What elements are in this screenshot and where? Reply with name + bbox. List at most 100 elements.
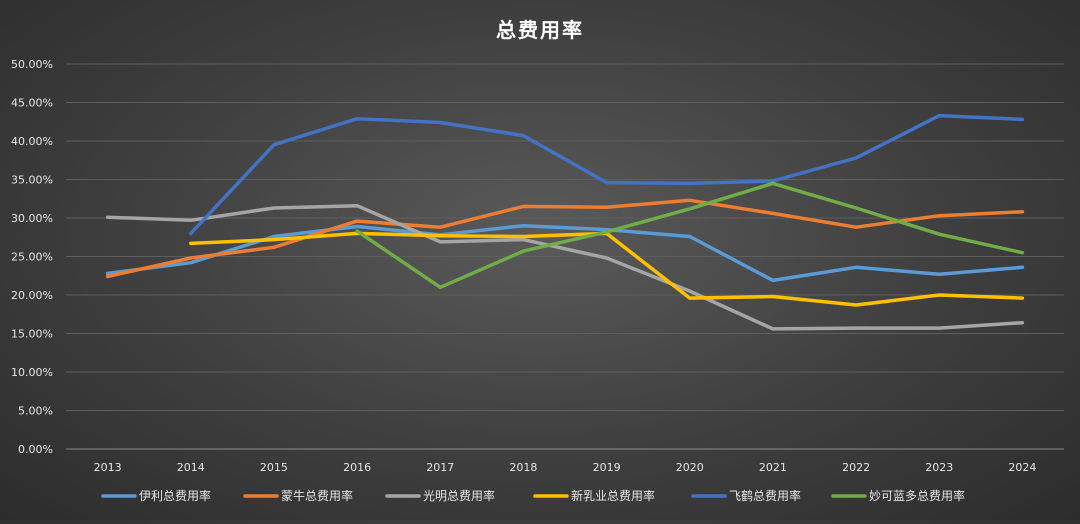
data-point (688, 207, 692, 211)
x-tick-label: 2023 (925, 461, 953, 474)
data-point (521, 234, 525, 238)
legend-item: 新乳业总费用率 (533, 488, 655, 503)
y-tick-label: 10.00% (11, 366, 53, 379)
data-point (1020, 117, 1024, 121)
data-point (189, 261, 193, 265)
grid-layer (66, 63, 1064, 450)
legend-label: 光明总费用率 (423, 488, 495, 503)
x-tick-label: 2022 (842, 461, 870, 474)
legend-item: 伊利总费用率 (101, 488, 211, 503)
data-point (605, 181, 609, 185)
data-point (521, 204, 525, 208)
x-tick-label: 2024 (1008, 461, 1036, 474)
legend-label: 蒙牛总费用率 (281, 488, 353, 503)
data-point (854, 303, 858, 307)
x-tick-label: 2019 (593, 461, 621, 474)
y-tick-label: 35.00% (11, 174, 53, 187)
data-point (854, 206, 858, 210)
data-point (854, 225, 858, 229)
data-point (272, 245, 276, 249)
legend-label: 飞鹤总费用率 (729, 488, 801, 503)
data-point (854, 326, 858, 330)
data-point (605, 230, 609, 234)
data-point (771, 181, 775, 185)
data-point (605, 205, 609, 209)
data-point (189, 231, 193, 235)
data-point (106, 275, 110, 279)
data-point (272, 238, 276, 242)
x-tick-label: 2017 (426, 461, 454, 474)
x-tick-label: 2018 (509, 461, 537, 474)
data-point (688, 289, 692, 293)
data-point (937, 326, 941, 330)
data-point (937, 214, 941, 218)
data-point (1020, 321, 1024, 325)
data-point (688, 181, 692, 185)
x-tick-label: 2021 (759, 461, 787, 474)
y-tick-label: 20.00% (11, 289, 53, 302)
x-axis-ticks: 2013 2014 2015 2016 2017 2018 2019 2020 2021 2022… (94, 461, 1037, 474)
data-point (438, 121, 442, 125)
data-point (189, 218, 193, 222)
data-point (688, 296, 692, 300)
y-tick-label: 45.00% (11, 97, 53, 110)
data-point (189, 256, 193, 260)
legend-item: 飞鹤总费用率 (691, 488, 801, 503)
data-point (106, 215, 110, 219)
data-point (521, 249, 525, 253)
data-point (355, 117, 359, 121)
data-point (771, 278, 775, 282)
legend-label: 妙可蓝多总费用率 (869, 488, 965, 503)
data-point (355, 219, 359, 223)
data-point (521, 224, 525, 228)
data-point (771, 327, 775, 331)
data-point (272, 206, 276, 210)
data-point (355, 224, 359, 228)
x-tick-label: 2020 (676, 461, 704, 474)
legend-item: 蒙牛总费用率 (243, 488, 353, 503)
data-point (1020, 251, 1024, 255)
x-tick-label: 2014 (177, 461, 205, 474)
data-point (521, 134, 525, 138)
x-tick-label: 2013 (94, 461, 122, 474)
data-point (355, 204, 359, 208)
data-point (771, 179, 775, 183)
data-point (1020, 210, 1024, 214)
legend-item: 妙可蓝多总费用率 (831, 488, 965, 503)
series-layer (105, 113, 1025, 331)
y-tick-label: 25.00% (11, 251, 53, 264)
data-point (189, 241, 193, 245)
data-point (854, 156, 858, 160)
x-tick-label: 2015 (260, 461, 288, 474)
y-tick-label: 15.00% (11, 328, 53, 341)
y-tick-label: 30.00% (11, 212, 53, 225)
data-point (355, 229, 359, 233)
legend-label: 新乳业总费用率 (571, 488, 655, 503)
data-point (438, 285, 442, 289)
y-tick-label: 5.00% (18, 405, 53, 418)
data-point (438, 225, 442, 229)
data-point (521, 238, 525, 242)
data-point (771, 211, 775, 215)
data-point (688, 234, 692, 238)
legend-item: 光明总费用率 (385, 488, 495, 503)
y-tick-label: 50.00% (11, 58, 53, 71)
data-point (937, 232, 941, 236)
x-tick-label: 2016 (343, 461, 371, 474)
data-point (854, 265, 858, 269)
y-tick-label: 40.00% (11, 135, 53, 148)
data-point (771, 295, 775, 299)
data-point (1020, 265, 1024, 269)
chart-title: 总费用率 (496, 18, 584, 42)
legend-label: 伊利总费用率 (139, 488, 211, 503)
data-point (1020, 296, 1024, 300)
legend: 伊利总费用率 蒙牛总费用率 光明总费用率 新乳业总费用率 飞鹤总费用率 妙可蓝多总费用率 (101, 488, 965, 503)
data-point (937, 272, 941, 276)
series-line-4 (189, 113, 1025, 236)
data-point (438, 240, 442, 244)
series-line-2 (105, 203, 1025, 331)
data-point (272, 234, 276, 238)
data-point (688, 198, 692, 202)
